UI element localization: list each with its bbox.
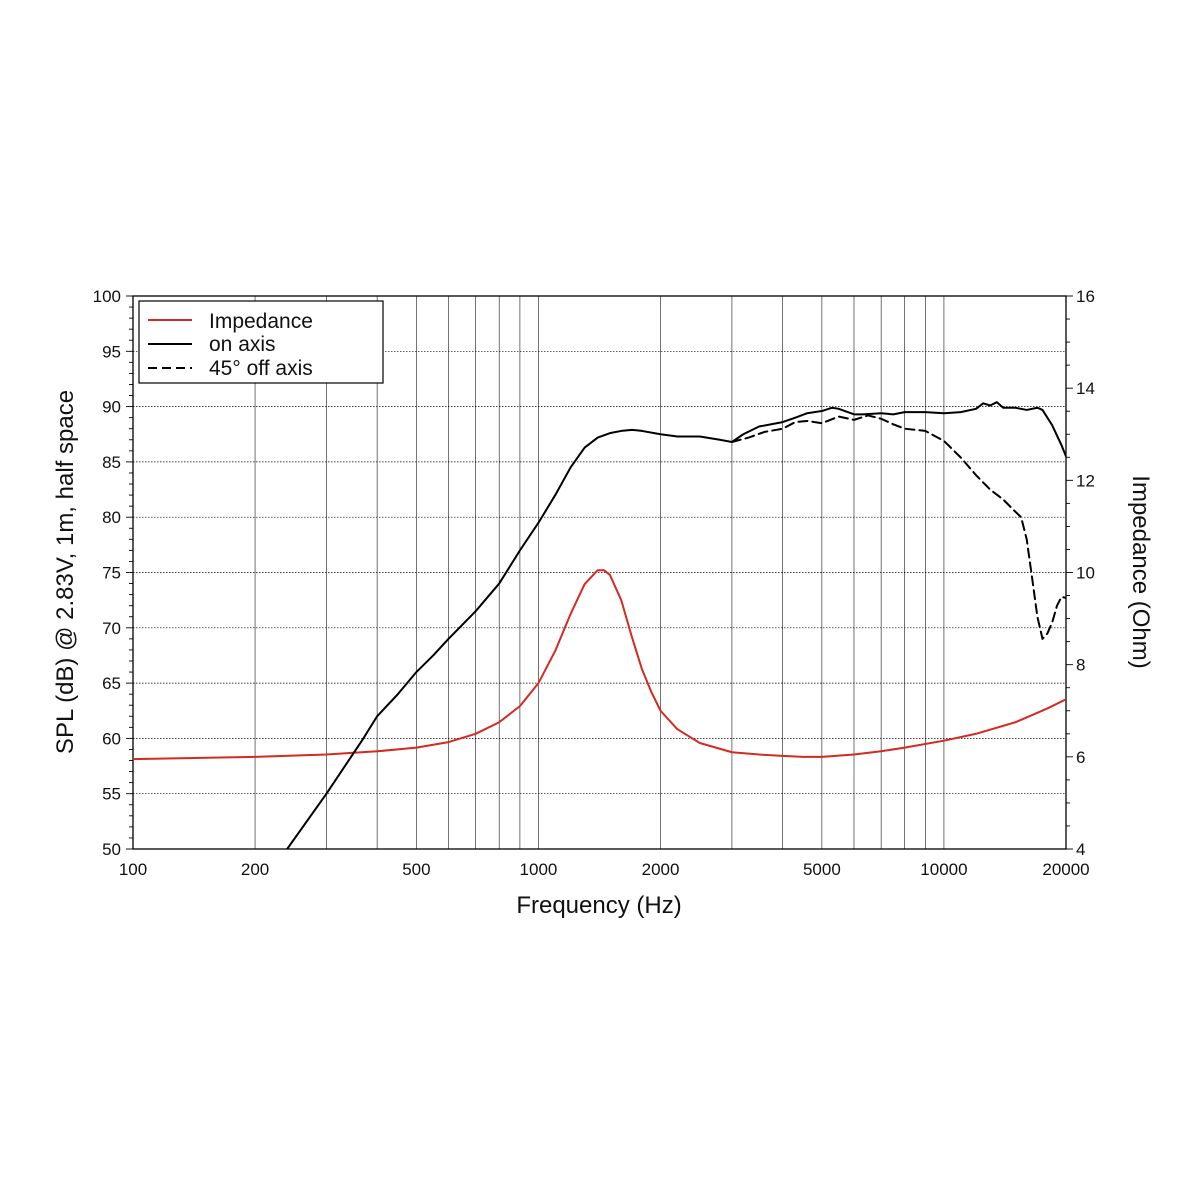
y-axis-title: SPL (dB) @ 2.83V, 1m, half space xyxy=(52,390,79,754)
y-tick-labels: 50 55 60 65 70 75 80 85 90 95 100 xyxy=(93,287,121,859)
y-tick-label: 95 xyxy=(102,342,121,361)
x-tick-label: 500 xyxy=(402,860,430,879)
x-tick-label: 20000 xyxy=(1042,860,1089,879)
x-tick-label: 1000 xyxy=(520,860,558,879)
x-tick-label: 2000 xyxy=(642,860,680,879)
x-tick-labels: 100 200 500 1000 2000 5000 10000 20000 xyxy=(119,860,1090,879)
y2-tick-label: 14 xyxy=(1076,379,1095,398)
legend: Impedance on axis 45° off axis xyxy=(138,300,384,384)
series-layer xyxy=(133,401,1066,849)
y2-tick-label: 10 xyxy=(1076,564,1095,583)
legend-label-impedance: Impedance xyxy=(209,310,313,333)
grid xyxy=(133,296,1066,849)
x-tick-label: 200 xyxy=(241,860,269,879)
y2-tick-labels: 4 6 8 10 12 14 16 xyxy=(1076,287,1095,859)
x-tick-label: 10000 xyxy=(920,860,967,879)
x-tick-label: 100 xyxy=(119,860,147,879)
y2-tick-label: 8 xyxy=(1076,656,1085,675)
legend-label-off-axis: 45° off axis xyxy=(209,357,313,380)
y-tick-label: 85 xyxy=(102,453,121,472)
y-tick-label: 55 xyxy=(102,785,121,804)
y-tick-label: 80 xyxy=(102,508,121,527)
impedance-curve xyxy=(133,569,1066,761)
legend-box xyxy=(138,300,384,384)
y2-tick-label: 6 xyxy=(1076,748,1085,767)
y-tick-label: 50 xyxy=(102,840,121,859)
y-tick-label: 100 xyxy=(93,287,121,306)
y-tick-label: 70 xyxy=(102,619,121,638)
y-tick-label: 60 xyxy=(102,729,121,748)
y2-tick-label: 4 xyxy=(1076,840,1085,859)
on-axis-curve xyxy=(286,401,1066,849)
y2-tick-label: 16 xyxy=(1076,287,1095,306)
y2-tick-label: 12 xyxy=(1076,471,1095,490)
legend-label-on-axis: on axis xyxy=(209,333,276,356)
y-tick-label: 65 xyxy=(102,674,121,693)
y2-axis-title: Impedance (Ohm) xyxy=(1127,475,1154,668)
y-tick-label: 90 xyxy=(102,398,121,417)
y-tick-label: 75 xyxy=(102,564,121,583)
minor-ticks xyxy=(126,295,1073,850)
x-tick-label: 5000 xyxy=(803,860,841,879)
off-axis-curve xyxy=(730,414,1066,640)
x-axis-title: Frequency (Hz) xyxy=(516,892,681,919)
